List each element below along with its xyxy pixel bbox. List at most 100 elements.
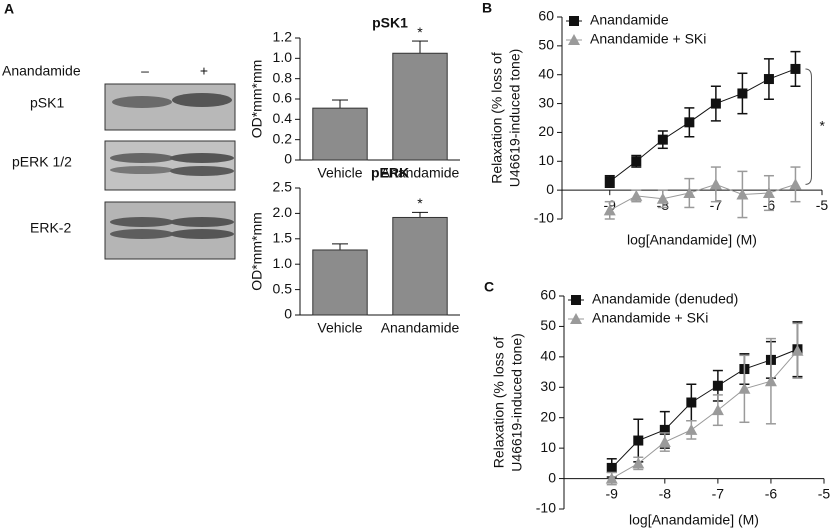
y-tick-label: 2.0 xyxy=(273,204,293,220)
y-tick-label: 30 xyxy=(540,378,556,394)
marker-triangle xyxy=(791,344,804,356)
y-tick-label: 0.6 xyxy=(273,90,293,106)
bar xyxy=(312,249,368,316)
marker-triangle xyxy=(630,189,643,201)
marker-triangle xyxy=(738,382,751,394)
marker-square xyxy=(790,63,801,74)
x-tick-label: -7 xyxy=(710,197,723,213)
y-tick-label: 30 xyxy=(538,94,554,110)
marker-triangle xyxy=(711,404,724,416)
marker-triangle xyxy=(603,204,616,216)
marker-square xyxy=(631,156,642,167)
marker-square xyxy=(684,117,695,128)
blot-row-label: pSK1 xyxy=(30,95,64,111)
legend-label: Anandamide xyxy=(590,12,669,28)
y-axis-label: OD*mm*mm xyxy=(249,60,265,139)
chart-title: pSK1 xyxy=(372,15,408,31)
panel-label: A xyxy=(4,1,14,17)
marker-triangle xyxy=(632,457,645,469)
y-tick-label: 0 xyxy=(284,151,292,167)
y-tick-label: 0 xyxy=(548,469,556,485)
y-tick-label: 60 xyxy=(538,8,554,24)
x-tick-label: -7 xyxy=(712,485,725,501)
marker-square xyxy=(659,424,670,435)
y-tick-label: 1.0 xyxy=(273,255,293,271)
y-tick-label: 0.4 xyxy=(273,110,293,126)
bar xyxy=(392,52,448,161)
y-tick-label: 40 xyxy=(540,348,556,364)
marker-triangle xyxy=(656,192,669,204)
y-tick-label: -10 xyxy=(536,500,556,516)
chart-title: pERK xyxy=(371,165,409,181)
marker-triangle xyxy=(709,178,722,190)
fit-line xyxy=(609,183,796,211)
y-tick-label: 2.5 xyxy=(273,179,293,195)
y-tick-label: 20 xyxy=(540,408,556,424)
x-tick-label: Vehicle xyxy=(317,320,362,336)
panel-label: C xyxy=(484,279,494,295)
x-tick-label: Anandamide xyxy=(381,165,460,181)
y-axis-label: U46619-induced tone) xyxy=(507,49,523,188)
marker-triangle xyxy=(789,178,802,190)
marker-square xyxy=(763,74,774,85)
y-tick-label: 0.8 xyxy=(273,69,293,85)
bar xyxy=(312,107,368,161)
lane-label: + xyxy=(200,63,208,79)
legend-marker xyxy=(570,313,582,324)
y-axis-label: OD*mm*mm xyxy=(249,212,265,291)
blot-row-label: ERK-2 xyxy=(30,220,71,236)
y-tick-label: 0.2 xyxy=(273,130,293,146)
legend-label: Anandamide (denuded) xyxy=(592,291,738,307)
legend-marker xyxy=(568,34,580,45)
y-axis-label: U46619-induced tone) xyxy=(509,333,525,472)
y-axis-label: Relaxation (% loss of xyxy=(491,337,507,469)
legend-marker xyxy=(569,16,579,26)
significance-bracket xyxy=(805,68,812,185)
legend-label: Anandamide + SKi xyxy=(590,31,706,47)
lane-label: – xyxy=(141,63,149,79)
x-tick-label: Vehicle xyxy=(317,165,362,181)
marker-triangle xyxy=(683,187,696,199)
marker-triangle xyxy=(658,436,671,448)
y-tick-label: 10 xyxy=(538,152,554,168)
marker-square xyxy=(737,88,748,99)
y-tick-label: 60 xyxy=(540,287,556,303)
panel-label: B xyxy=(482,0,492,16)
marker-square xyxy=(712,380,723,391)
y-tick-label: 10 xyxy=(540,439,556,455)
x-tick-label: Anandamide xyxy=(381,320,460,336)
annotation: * xyxy=(417,195,423,211)
y-tick-label: -10 xyxy=(534,210,554,226)
y-tick-label: 1.2 xyxy=(273,29,293,45)
marker-square xyxy=(686,397,697,408)
bar xyxy=(392,216,448,316)
legend-marker xyxy=(571,295,581,305)
x-tick-label: -5 xyxy=(818,485,831,501)
y-tick-label: 40 xyxy=(538,65,554,81)
y-tick-label: 0 xyxy=(546,181,554,197)
fit-line xyxy=(611,350,798,480)
blot-images xyxy=(104,83,236,260)
marker-square xyxy=(657,134,668,145)
legend-label: Anandamide + SKi xyxy=(592,310,708,326)
x-tick-label: -5 xyxy=(816,197,829,213)
marker-triangle xyxy=(762,187,775,199)
marker-square xyxy=(710,98,721,109)
treatment-label: Anandamide xyxy=(2,63,81,79)
marker-square xyxy=(606,462,617,473)
y-tick-label: 0.5 xyxy=(273,280,293,296)
y-tick-label: 20 xyxy=(538,123,554,139)
x-axis-label: log[Anandamide] (M) xyxy=(627,232,757,248)
fit-line xyxy=(611,348,798,469)
marker-triangle xyxy=(605,472,618,484)
blot-row-label: pERK 1/2 xyxy=(12,154,72,170)
x-tick-label: -8 xyxy=(659,485,672,501)
x-axis-label: log[Anandamide] (M) xyxy=(629,512,759,528)
annotation: * xyxy=(417,24,423,40)
y-tick-label: 1.0 xyxy=(273,49,293,65)
y-tick-label: 1.5 xyxy=(273,230,293,246)
y-axis-label: Relaxation (% loss of xyxy=(489,52,505,184)
y-tick-label: 0 xyxy=(284,306,292,322)
marker-triangle xyxy=(685,423,698,435)
